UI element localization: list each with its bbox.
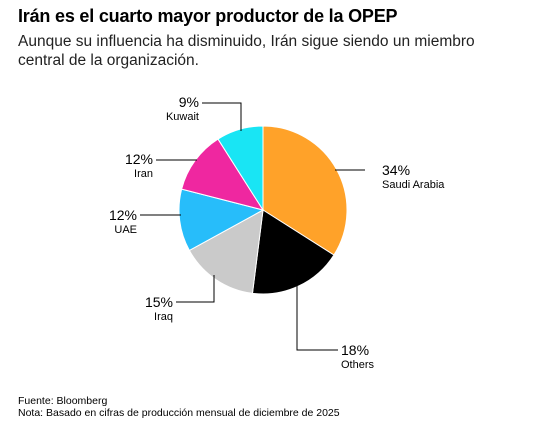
pie-slice-iraq bbox=[188, 209, 264, 294]
pie-slice-uae bbox=[178, 188, 265, 252]
pie-slice-others bbox=[251, 209, 335, 295]
value-label-saudi-arabia: 34% bbox=[382, 162, 410, 178]
footnote: Nota: Basado en cifras de producción men… bbox=[18, 407, 340, 419]
pie-slice-iran bbox=[181, 138, 265, 211]
slice-label-kuwait: Kuwait bbox=[166, 111, 199, 123]
pie-slice-kuwait bbox=[217, 125, 264, 212]
chart-subtitle: Aunque su influencia ha disminuido, Irán… bbox=[18, 33, 475, 69]
leader-line-kuwait bbox=[202, 102, 242, 131]
slice-label-iraq: Iraq bbox=[154, 311, 173, 323]
leader-line-others bbox=[296, 286, 338, 351]
slice-label-others: Others bbox=[341, 359, 375, 371]
slice-label-saudi-arabia: Saudi Arabia bbox=[382, 179, 445, 191]
pie-chart: 34%Saudi Arabia18%Others15%Iraq12%UAE12%… bbox=[109, 94, 445, 371]
source-note: Fuente: Bloomberg bbox=[18, 395, 108, 407]
leader-line-iraq bbox=[176, 275, 215, 303]
value-label-iran: 12% bbox=[125, 151, 153, 167]
slice-label-iran: Iran bbox=[134, 168, 153, 180]
value-label-others: 18% bbox=[341, 342, 369, 358]
slice-label-uae: UAE bbox=[114, 224, 137, 236]
value-label-kuwait: 9% bbox=[179, 94, 199, 110]
value-label-uae: 12% bbox=[109, 207, 137, 223]
chart-title: Irán es el cuarto mayor productor de la … bbox=[18, 6, 398, 26]
value-label-iraq: 15% bbox=[145, 294, 173, 310]
